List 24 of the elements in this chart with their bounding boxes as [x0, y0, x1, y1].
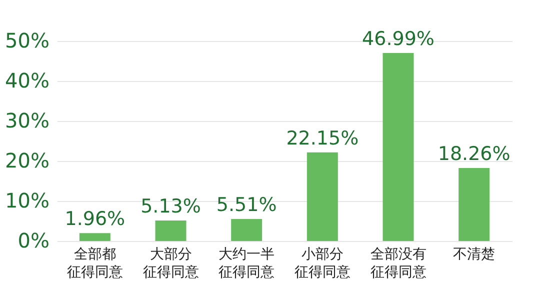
- y-tick-label: 40%: [5, 68, 50, 92]
- data-label: 5.51%: [216, 194, 277, 216]
- x-tick-label: 全部没有征得同意: [370, 246, 426, 280]
- bar: [458, 168, 490, 241]
- data-label: 22.15%: [286, 127, 359, 150]
- data-label: 46.99%: [362, 28, 434, 50]
- y-tick-label: 20%: [5, 148, 50, 172]
- bar: [306, 152, 338, 241]
- x-tick-label: 大部分征得同意: [142, 246, 199, 280]
- bar: [79, 233, 110, 241]
- y-tick-label: 10%: [5, 188, 50, 212]
- y-tick-label: 0%: [18, 228, 50, 252]
- data-label: 5.13%: [140, 195, 201, 218]
- data-label: 1.96%: [64, 208, 126, 230]
- y-tick-label: 30%: [5, 108, 50, 132]
- x-tick-label: 大约一半征得同意: [218, 246, 275, 280]
- data-label: 18.26%: [438, 142, 510, 165]
- x-tick-label: 不清楚: [453, 246, 496, 262]
- bar: [155, 220, 186, 241]
- x-tick-label: 全部都征得同意: [66, 246, 123, 280]
- x-tick-label: 小部分征得同意: [294, 246, 350, 280]
- bar: [382, 53, 414, 241]
- bar: [231, 218, 262, 241]
- y-tick-label: 50%: [5, 28, 50, 52]
